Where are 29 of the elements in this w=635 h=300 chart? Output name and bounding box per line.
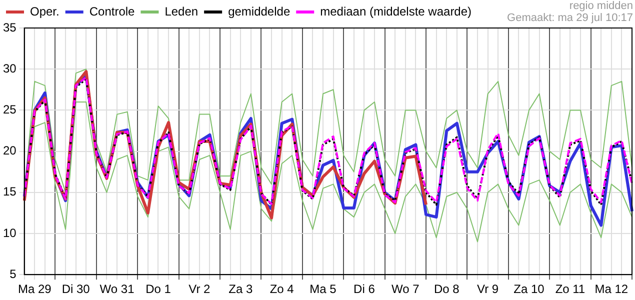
text: regio midden [568,0,633,12]
legend-label: Leden [164,4,198,18]
y-tick-label: 15 [2,184,17,199]
legend-label: mediaan (middelste waarde) [320,4,472,18]
x-tick-label: Di 30 [62,282,90,296]
x-tick-label: Wo 31 [100,282,135,296]
y-tick-label: 35 [2,20,17,34]
x-tick-label: Ma 29 [18,282,52,296]
x-tick-label: Ma 12 [594,282,628,296]
y-tick-label: 30 [2,61,17,76]
legend-label: Controle [89,4,136,18]
x-tick-label: Za 10 [514,282,545,296]
y-tick-label: 25 [2,102,17,117]
x-tick-label: Di 6 [354,282,376,296]
x-tick-label: Vr 9 [477,282,499,296]
x-tick-label: Wo 7 [392,282,420,296]
x-tick-label: Do 1 [146,282,172,296]
x-tick-label: Za 3 [228,282,253,296]
x-tick-label: Do 8 [434,282,460,296]
y-tick-label: 5 [10,266,17,281]
y-tick-label: 10 [2,226,17,240]
legend-label: Oper. [30,4,60,18]
x-tick-label: Zo 11 [555,282,586,296]
legend-label: gemiddelde [228,4,290,18]
y-tick-label: 20 [2,144,17,158]
x-tick-label: Zo 4 [270,282,294,296]
x-tick-label: Vr 2 [188,282,211,296]
x-tick-label: Ma 5 [310,282,337,296]
text: Gemaakt: ma 29 jul 10:17 [507,12,633,24]
